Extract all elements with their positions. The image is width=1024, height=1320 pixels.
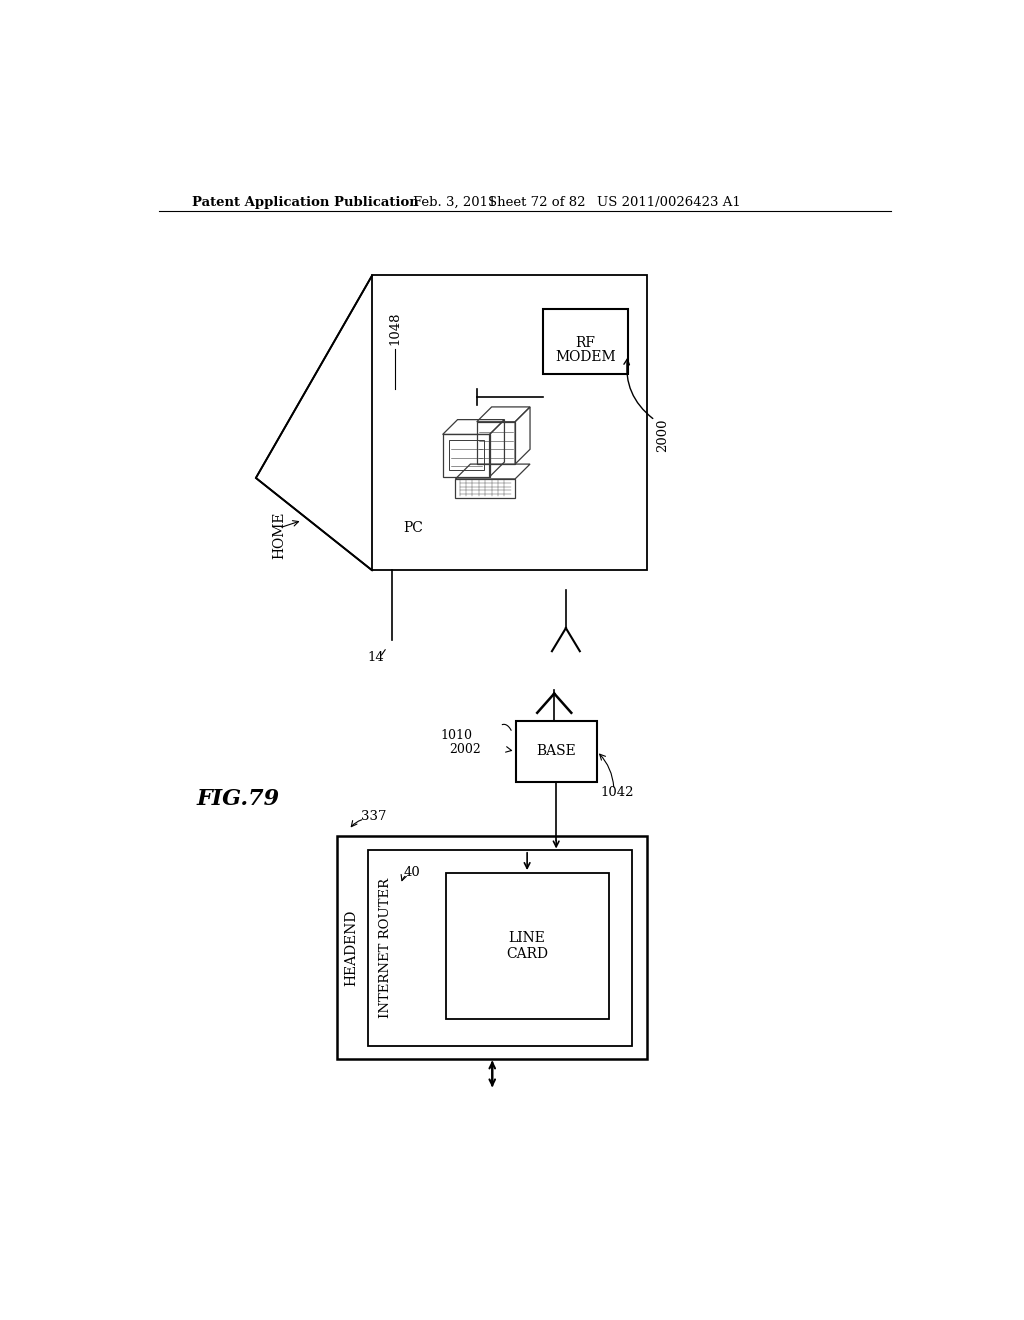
Text: INTERNET ROUTER: INTERNET ROUTER [379,878,392,1018]
Text: US 2011/0026423 A1: US 2011/0026423 A1 [597,195,740,209]
Text: RF: RF [575,337,595,350]
Bar [372,276,647,570]
Text: 2002: 2002 [449,743,480,756]
Text: Patent Application Publication: Patent Application Publication [191,195,418,209]
Text: 1042: 1042 [601,785,634,799]
Bar [543,309,628,374]
Bar [369,850,632,1047]
Text: 1048: 1048 [389,312,401,345]
Text: Sheet 72 of 82: Sheet 72 of 82 [488,195,586,209]
Text: CARD: CARD [506,946,548,961]
Text: BASE: BASE [537,744,577,758]
Text: LINE: LINE [509,932,546,945]
Text: 1010: 1010 [441,730,473,742]
Bar [337,836,647,1059]
Text: 2000: 2000 [656,418,670,453]
Text: HOME: HOME [272,512,286,560]
Text: HEADEND: HEADEND [344,909,358,986]
Bar [445,873,608,1019]
Text: 40: 40 [403,866,420,879]
Text: FIG.79: FIG.79 [197,788,280,810]
Text: 337: 337 [360,810,386,824]
Text: MODEM: MODEM [555,350,615,364]
Text: PC: PC [403,521,423,535]
Text: Feb. 3, 2011: Feb. 3, 2011 [414,195,497,209]
Bar [515,721,597,781]
Text: 14: 14 [367,651,384,664]
